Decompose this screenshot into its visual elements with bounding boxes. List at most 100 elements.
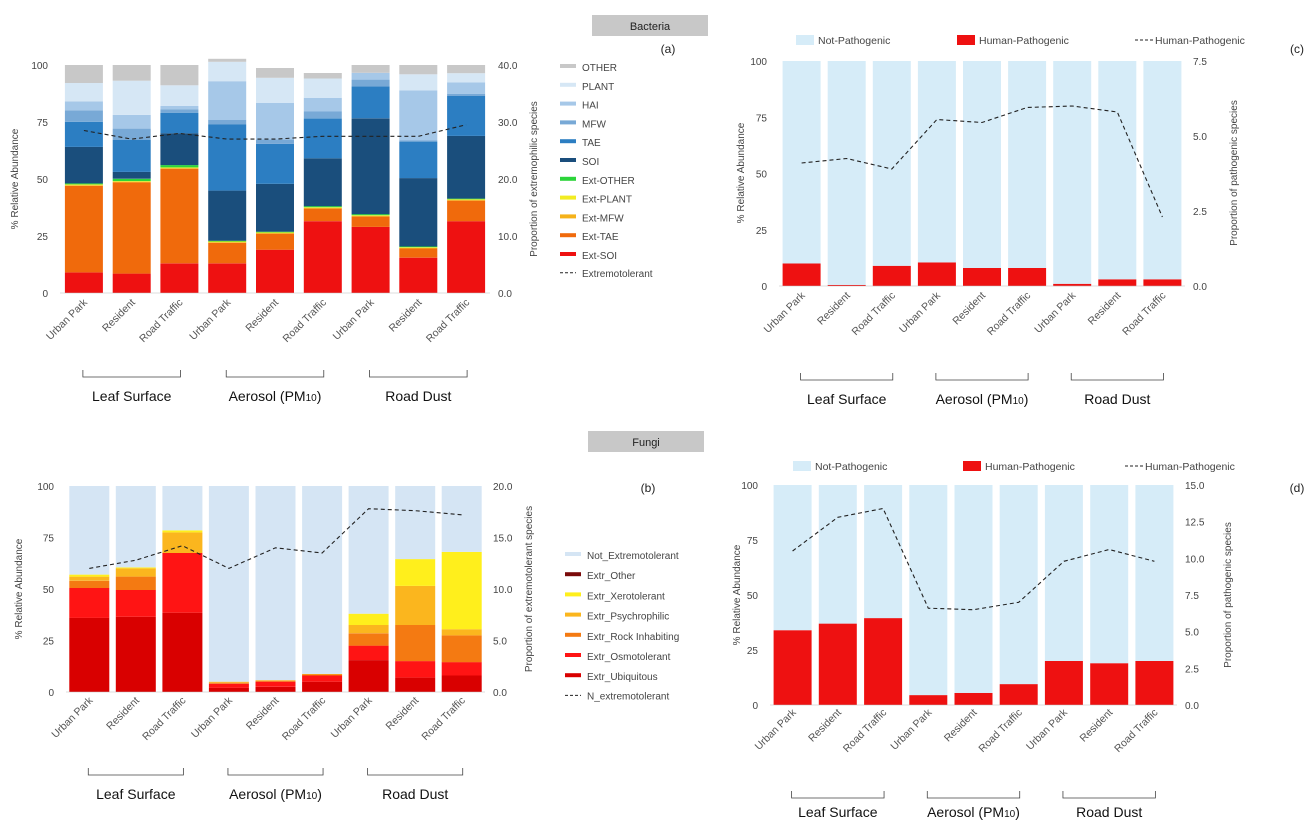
y2-tick-label: 2.5 <box>1185 664 1199 675</box>
legend-label: PLANT <box>582 82 614 93</box>
bar-segment <box>1053 61 1092 284</box>
bar-segment <box>399 257 438 293</box>
bar-segment <box>160 105 199 110</box>
y-tick-label: 100 <box>741 481 758 492</box>
bar-segment <box>208 61 247 82</box>
bar-segment <box>112 128 151 140</box>
x-tick-label: Road Traffic <box>1112 707 1160 755</box>
chart-panel-a: 0 25 50 75 100 0.0 10.0 20.0 30.0 40.0 % Relative … <box>10 42 675 404</box>
bar-segment <box>447 65 486 74</box>
y-axis-right: 0.0 2.5 5.0 7.5 10.0 12.5 15.0 <box>1185 481 1205 712</box>
x-tick-label: Resident <box>244 695 282 733</box>
bar-segment <box>64 83 103 102</box>
y-tick-label: 25 <box>43 637 55 648</box>
y2-tick-label: 0.0 <box>1193 282 1207 293</box>
y-tick-label: 0 <box>761 282 767 293</box>
chart-panel-d: 0 25 50 75 100 0.0 2.5 5.0 7.5 10.0 12.5 15.0 % Rela… <box>732 461 1304 820</box>
legend-swatch <box>796 35 814 45</box>
bar-segment <box>1098 61 1137 280</box>
legend-swatch <box>565 653 581 657</box>
legend-label: Human-Pathogenic <box>1155 35 1245 47</box>
x-tick-label: Urban Park <box>44 296 91 343</box>
bar-segment <box>1135 485 1174 661</box>
x-tick-label: Resident <box>815 290 853 328</box>
bar-segment <box>69 576 110 581</box>
bar-segment <box>351 215 390 216</box>
group-brackets: Leaf Surface Aerosol (PM10) Road Dust <box>82 370 468 404</box>
y2-tick-label: 10.0 <box>498 232 518 243</box>
bar-segment <box>351 215 390 217</box>
bar-segment <box>351 214 390 216</box>
x-tick-label: Urban Park <box>897 289 944 336</box>
group-label: Leaf Surface <box>92 388 172 404</box>
group-label: Aerosol (PM10) <box>229 786 322 802</box>
bar-segment <box>399 141 438 179</box>
bar-segment <box>351 79 390 87</box>
group-label: Aerosol (PM10) <box>936 391 1029 407</box>
bar-segment <box>447 73 486 83</box>
y-tick-label: 50 <box>747 591 759 602</box>
legend-label: SOI <box>582 157 599 168</box>
bar-segment <box>441 486 482 552</box>
group-bracket <box>367 768 464 776</box>
bar-segment <box>303 208 342 222</box>
legend-swatch <box>560 120 576 125</box>
y-tick-label: 50 <box>37 175 49 186</box>
bar-segment <box>1044 661 1083 705</box>
chart-panel-c: 0 25 50 75 100 0.0 2.5 5.0 7.5 % Relative Abundan… <box>736 35 1304 407</box>
bar-segment <box>773 485 812 631</box>
legend-label: Not_Extremotolerant <box>587 551 679 562</box>
group-bracket <box>935 373 1029 381</box>
y-tick-label: 0 <box>42 289 48 300</box>
legend-swatch <box>560 195 576 200</box>
bar-segment <box>1008 61 1047 268</box>
x-tick-label: Road Traffic <box>281 297 329 345</box>
legend-swatch <box>560 252 576 256</box>
bar-segment <box>818 485 857 624</box>
bar-segment <box>208 486 249 682</box>
y2-tick-label: 10.0 <box>493 585 513 596</box>
bar-segment <box>162 486 203 531</box>
bar-segment <box>351 65 390 73</box>
bar-segment <box>399 74 438 91</box>
bar-segment <box>303 158 342 207</box>
bar-segment <box>963 268 1001 286</box>
bar-segment <box>64 101 103 111</box>
legend-swatch <box>560 176 576 181</box>
bacteria-header: Bacteria <box>592 15 708 36</box>
bar-segment <box>441 629 482 636</box>
x-tick-label: Urban Park <box>189 694 236 741</box>
bar-segment <box>351 72 390 80</box>
x-tick-label: Urban Park <box>888 706 935 753</box>
bar-segment <box>208 682 249 684</box>
bar-segment <box>827 61 866 285</box>
x-tick-label: Resident <box>243 297 281 335</box>
bar-segment <box>872 61 911 266</box>
group-label: Aerosol (PM10) <box>927 804 1020 820</box>
y-tick-label: 0 <box>48 688 54 699</box>
legend-label: Extr_Xerotolerant <box>587 591 665 602</box>
bar-segment <box>112 181 151 182</box>
x-tick-label: Road Traffic <box>1120 290 1168 338</box>
bar-stack-group <box>782 61 1182 287</box>
bar-segment <box>255 686 296 692</box>
bar-segment <box>782 61 821 264</box>
y-tick-label: 25 <box>747 646 759 657</box>
bar-segment <box>256 249 294 293</box>
legend-swatch <box>565 632 581 637</box>
bar-segment <box>64 185 103 273</box>
bar-segment <box>872 265 911 287</box>
bar-segment <box>160 167 199 169</box>
bar-segment <box>255 680 296 681</box>
legend-label: Ext-PLANT <box>582 195 632 206</box>
bar-segment <box>208 240 247 242</box>
x-tick-label: Road Traffic <box>424 297 472 345</box>
group-bracket <box>1062 791 1156 799</box>
bar-segment <box>160 65 199 86</box>
group-label: Road Dust <box>382 786 448 802</box>
bar-segment <box>348 625 389 634</box>
bar-segment <box>256 68 294 78</box>
x-tick-label: Resident <box>104 695 142 733</box>
bar-segment <box>208 119 247 125</box>
